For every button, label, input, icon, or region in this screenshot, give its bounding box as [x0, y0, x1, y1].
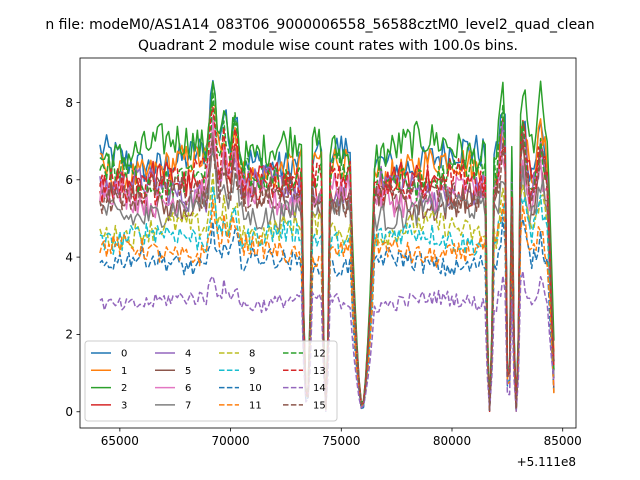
y-tick-label: 2	[65, 328, 73, 342]
legend-label-14: 14	[313, 383, 326, 394]
legend-label-1: 1	[121, 366, 127, 377]
x-tick-label: 80000	[433, 434, 471, 448]
x-tick-label: 75000	[322, 434, 360, 448]
legend-box	[84, 340, 338, 422]
figure-suptitle: n file: modeM0/AS1A14_083T06_9000006558_…	[45, 17, 594, 33]
series-line-13	[99, 106, 555, 411]
legend-label-7: 7	[185, 401, 191, 412]
x-tick-label: 65000	[101, 434, 139, 448]
legend-label-10: 10	[249, 383, 262, 394]
legend-label-12: 12	[313, 349, 326, 360]
legend-label-4: 4	[185, 349, 191, 360]
x-tick-label: 70000	[211, 434, 249, 448]
y-tick-label: 4	[65, 250, 73, 264]
x-offset-label: +5.111e8	[517, 455, 576, 469]
y-axis: 0 2 4 6 8	[65, 96, 80, 419]
legend-label-0: 0	[121, 349, 127, 360]
legend-label-13: 13	[313, 366, 326, 377]
legend-label-8: 8	[249, 349, 255, 360]
series-line-10	[99, 216, 555, 411]
y-tick-label: 0	[65, 405, 73, 419]
plot-frame	[79, 57, 577, 429]
legend-label-3: 3	[121, 401, 127, 412]
x-tick-label: 85000	[544, 434, 582, 448]
x-axis: 65000 70000 75000 80000 85000	[101, 428, 582, 448]
legend-label-9: 9	[249, 366, 255, 377]
legend-label-11: 11	[249, 401, 262, 412]
y-tick-label: 8	[65, 96, 73, 110]
legend-label-6: 6	[185, 383, 191, 394]
y-tick-label: 6	[65, 173, 73, 187]
chart-title: Quadrant 2 module wise count rates with …	[138, 38, 518, 54]
legend-label-2: 2	[121, 383, 127, 394]
legend-label-15: 15	[313, 401, 326, 412]
legend-label-5: 5	[185, 366, 191, 377]
